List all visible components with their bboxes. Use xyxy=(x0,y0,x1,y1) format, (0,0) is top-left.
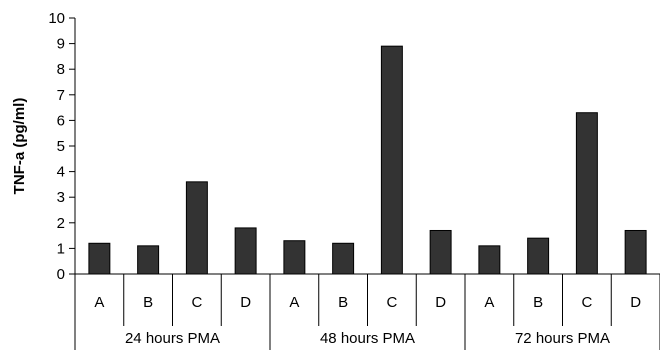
y-tick-label: 9 xyxy=(57,36,65,53)
bar xyxy=(527,237,550,275)
x-category-label: D xyxy=(435,294,446,311)
bar xyxy=(380,45,403,275)
x-category-label: B xyxy=(143,294,153,311)
y-tick-label: 10 xyxy=(48,10,65,27)
y-axis-title: TNF-a (pg/ml) xyxy=(11,98,28,195)
x-category-label: A xyxy=(289,294,299,311)
x-category-label: A xyxy=(484,294,494,311)
x-category-label: D xyxy=(630,294,641,311)
x-category-label: D xyxy=(240,294,251,311)
x-category-label: A xyxy=(94,294,104,311)
bar xyxy=(332,242,355,275)
bar xyxy=(137,245,160,275)
x-category-label: B xyxy=(338,294,348,311)
y-tick-label: 0 xyxy=(57,266,65,283)
bar xyxy=(478,245,501,275)
y-tick-label: 7 xyxy=(57,87,65,104)
x-group-label: 72 hours PMA xyxy=(515,330,610,347)
x-group-label: 24 hours PMA xyxy=(125,330,220,347)
bar xyxy=(429,229,452,275)
y-tick-label: 3 xyxy=(57,189,65,206)
bar xyxy=(234,227,257,275)
y-tick-label: 6 xyxy=(57,112,65,129)
bar xyxy=(88,242,111,275)
y-axis: 0 1 2 3 4 5 6 7 8 9 10 xyxy=(48,10,76,283)
y-tick-label: 8 xyxy=(57,61,65,78)
y-tick-label: 1 xyxy=(57,240,65,257)
bars xyxy=(88,45,647,275)
x-axis: A B C D 24 hours PMA A B C D 48 hours PMA A B C D 72 h… xyxy=(74,273,660,350)
x-category-label: C xyxy=(191,294,202,311)
x-category-label: C xyxy=(386,294,397,311)
y-tick-label: 4 xyxy=(57,164,65,181)
x-category-label: C xyxy=(581,294,592,311)
bar xyxy=(624,229,647,275)
bar xyxy=(575,112,598,275)
y-tick-label: 2 xyxy=(57,215,65,232)
x-group-label: 48 hours PMA xyxy=(320,330,415,347)
x-category-label: B xyxy=(533,294,543,311)
y-tick-label: 5 xyxy=(57,138,65,155)
bar xyxy=(185,181,208,275)
bar xyxy=(283,240,306,275)
